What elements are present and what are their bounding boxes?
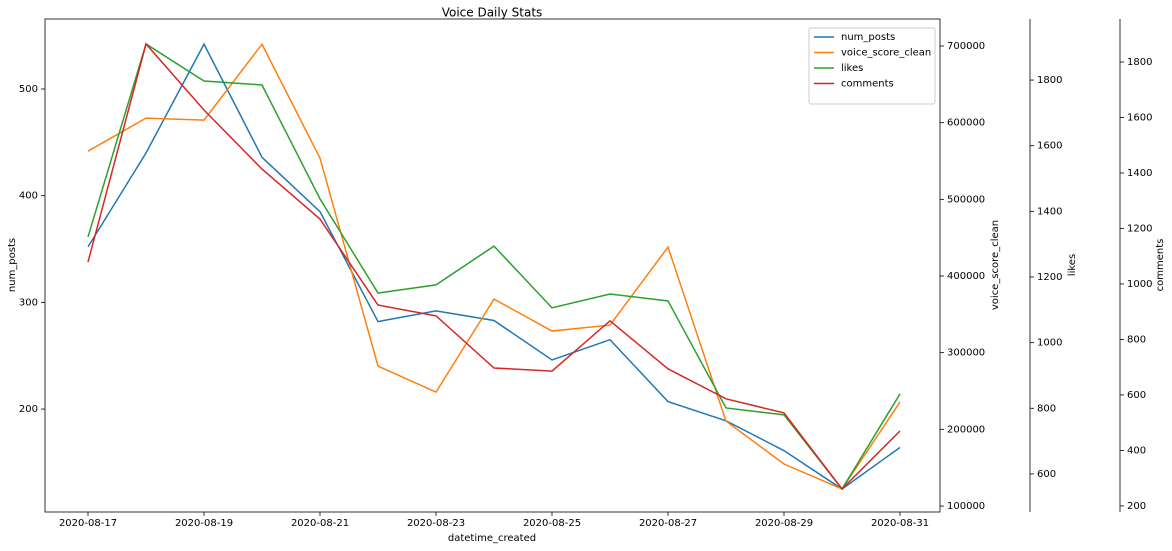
y-tick-label: 200 [19, 404, 38, 415]
legend-label: voice_score_clean [841, 48, 931, 59]
x-tick-label: 2020-08-23 [407, 518, 465, 529]
x-tick-label: 2020-08-19 [175, 518, 233, 529]
x-tick-label: 2020-08-29 [755, 518, 813, 529]
y-tick-label: 300000 [947, 348, 985, 359]
y-tick-label: 600 [1037, 469, 1056, 480]
plot-frame [44, 18, 941, 513]
y-tick-label: 600000 [947, 118, 985, 129]
series-line [87, 42, 901, 491]
y-tick-label: 1800 [1037, 75, 1062, 86]
y-axis-label: likes [1067, 254, 1078, 276]
legend-label: comments [841, 79, 894, 90]
series-line [87, 42, 901, 490]
x-tick-label: 2020-08-27 [639, 518, 697, 529]
chart-title: Voice Daily Stats [442, 6, 543, 20]
y-tick-label: 200000 [947, 424, 985, 435]
y-tick-label: 400000 [947, 271, 985, 282]
y-tick-label: 1800 [1127, 57, 1152, 68]
series-line [87, 42, 901, 491]
y-tick-label: 1400 [1037, 206, 1062, 217]
x-tick-label: 2020-08-17 [59, 518, 117, 529]
y-tick-label: 800 [1037, 403, 1056, 414]
y-tick-label: 1200 [1037, 272, 1062, 283]
y-tick-label: 1200 [1127, 223, 1152, 234]
y-tick-label: 400 [19, 191, 38, 202]
legend-label: num_posts [841, 32, 895, 43]
y-axis-label: num_posts [7, 238, 18, 292]
series-line [87, 42, 901, 490]
y-tick-label: 400 [1127, 445, 1146, 456]
y-tick-label: 1000 [1127, 279, 1152, 290]
x-tick-label: 2020-08-25 [523, 518, 581, 529]
legend-box [808, 27, 936, 105]
y-tick-label: 500 [19, 84, 38, 95]
x-axis-label: datetime_created [448, 533, 536, 544]
y-tick-label: 200 [1127, 501, 1146, 512]
y-tick-label: 800 [1127, 334, 1146, 345]
x-tick-label: 2020-08-21 [291, 518, 349, 529]
legend-label: likes [841, 63, 863, 74]
y-tick-label: 1600 [1037, 141, 1062, 152]
x-tick-label: 2020-08-31 [871, 518, 929, 529]
y-tick-label: 1000 [1037, 338, 1062, 349]
y-tick-label: 600 [1127, 390, 1146, 401]
y-tick-label: 700000 [947, 41, 985, 52]
y-tick-label: 300 [19, 297, 38, 308]
y-axis-label: voice_score_clean [990, 220, 1001, 310]
y-tick-label: 500000 [947, 194, 985, 205]
y-axis-label: comments [1155, 239, 1166, 292]
y-tick-label: 1400 [1127, 168, 1152, 179]
y-tick-label: 100000 [947, 501, 985, 512]
y-tick-label: 1600 [1127, 112, 1152, 123]
